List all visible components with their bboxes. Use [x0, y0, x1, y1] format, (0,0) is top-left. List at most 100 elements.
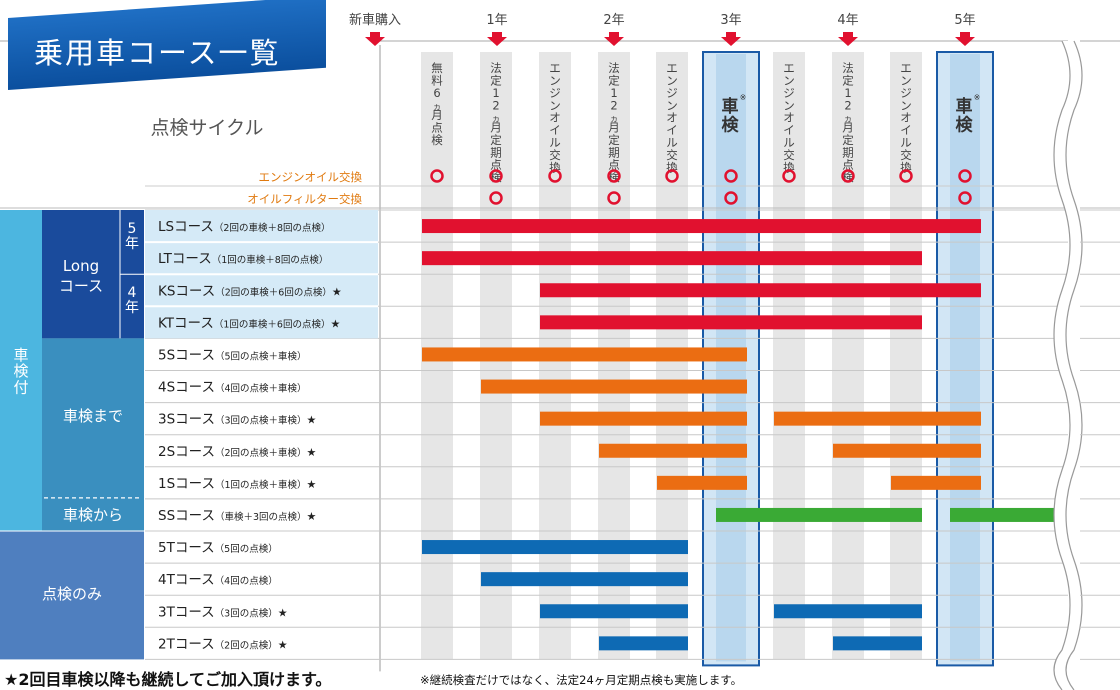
course-label: LSコース（2回の車検＋8回の点検）	[158, 219, 331, 235]
group-label-long-2: コース	[59, 277, 103, 295]
filter-change-mark	[724, 191, 738, 205]
event-label-shaken: 車検	[722, 96, 740, 135]
course-row: KSコース（2回の車検＋6回の点検）★	[158, 283, 981, 299]
course-bar	[716, 507, 922, 522]
svg-text:ル: ル	[783, 136, 795, 150]
timeline-arrow	[487, 32, 507, 46]
svg-text:点: 点	[608, 158, 620, 172]
svg-text:エ: エ	[666, 61, 678, 75]
course-bar	[481, 379, 747, 394]
svg-text:期: 期	[608, 145, 620, 159]
course-label: 2Sコース（2回の点検＋車検）★	[158, 444, 317, 460]
group-made	[42, 338, 144, 531]
schedule-column	[890, 52, 922, 660]
course-bar	[422, 251, 922, 266]
svg-text:ル: ル	[549, 136, 561, 150]
page-title: 乗用車コース一覧	[34, 36, 281, 70]
course-bar	[540, 604, 688, 619]
event-label-shaken: 車検	[956, 96, 974, 135]
course-row: KTコース（1回の車検＋6回の点検）★	[158, 315, 922, 331]
svg-text:料: 料	[431, 73, 443, 87]
schedule-column	[773, 52, 805, 660]
svg-text:ン: ン	[549, 73, 561, 87]
svg-text:定: 定	[842, 73, 854, 87]
course-label: 1Sコース（1回の点検＋車検）★	[158, 476, 317, 492]
timeline-arrow	[838, 32, 858, 46]
svg-text:月: 月	[608, 120, 620, 134]
svg-text:定: 定	[608, 73, 620, 87]
svg-text:検: 検	[722, 114, 740, 135]
course-label: KSコース（2回の車検＋6回の点検）★	[158, 283, 342, 299]
svg-text:検: 検	[431, 133, 443, 147]
group-label-5years: 5年	[125, 221, 139, 252]
course-bar	[540, 411, 747, 426]
timeline-arrow	[721, 32, 741, 46]
oil-change-mark	[430, 169, 444, 183]
svg-text:年: 年	[125, 300, 139, 316]
svg-text:定: 定	[842, 133, 854, 147]
oil-change-mark	[607, 169, 621, 183]
svg-text:定: 定	[490, 133, 502, 147]
svg-text:オ: オ	[900, 111, 912, 125]
oil-change-mark	[665, 169, 679, 183]
oil-row-label: エンジンオイル交換	[259, 170, 363, 184]
course-bar	[891, 475, 981, 490]
timeline-arrow	[365, 32, 385, 46]
filter-change-mark	[607, 191, 621, 205]
filter-change-mark	[958, 191, 972, 205]
footer-small-note: ※継続検査だけではなく、法定24ヶ月定期点検も実施します。	[420, 673, 743, 687]
svg-text:1: 1	[610, 86, 617, 100]
course-bar	[833, 443, 981, 458]
course-bar	[657, 475, 747, 490]
svg-text:期: 期	[842, 145, 854, 159]
svg-text:オ: オ	[549, 111, 561, 125]
course-bar	[422, 347, 747, 362]
svg-text:オ: オ	[666, 111, 678, 125]
oil-change-mark	[841, 169, 855, 183]
svg-text:1: 1	[492, 86, 499, 100]
timeline-label: 5年	[954, 13, 975, 28]
event-label: エンジンオイル交換	[900, 61, 912, 174]
svg-text:ヵ: ヵ	[844, 115, 853, 125]
svg-text:エ: エ	[900, 61, 912, 75]
svg-text:定: 定	[490, 73, 502, 87]
course-row: 2Tコース（2回の点検）★	[158, 636, 922, 652]
svg-text:2: 2	[610, 98, 617, 112]
svg-text:ル: ル	[900, 136, 912, 150]
break-line-left	[1053, 40, 1071, 690]
course-bar	[481, 572, 688, 587]
course-label: KTコース（1回の車検＋6回の点検）★	[158, 315, 340, 331]
svg-text:点: 点	[490, 158, 502, 172]
svg-text:6: 6	[433, 86, 440, 100]
course-label: 3Tコース（3回の点検）★	[158, 604, 288, 620]
course-label: 4Sコース（4回の点検＋車検）	[158, 380, 307, 396]
svg-text:イ: イ	[666, 123, 678, 137]
svg-text:ン: ン	[783, 73, 795, 87]
svg-text:ジ: ジ	[900, 86, 912, 100]
event-label: エンジンオイル交換	[783, 61, 795, 174]
group-long	[42, 210, 120, 339]
svg-text:付: 付	[13, 378, 28, 396]
event-label: エンジンオイル交換	[549, 61, 561, 174]
course-bar	[540, 315, 922, 330]
svg-text:交: 交	[900, 148, 912, 162]
course-row: 5Tコース（5回の点検）	[158, 540, 688, 556]
oil-change-mark	[899, 169, 913, 183]
svg-text:エ: エ	[783, 61, 795, 75]
svg-text:法: 法	[490, 61, 502, 75]
break-fill	[1054, 41, 1120, 690]
course-row: 1Sコース（1回の点検＋車検）★	[158, 475, 981, 492]
oil-change-mark	[958, 169, 972, 183]
group-label-shaken-tsuki: 車検付	[13, 346, 28, 396]
event-label: エンジンオイル交換	[666, 61, 678, 174]
course-row: 4Tコース（4回の点検）	[158, 572, 688, 588]
oil-change-mark	[724, 169, 738, 183]
course-bar	[599, 636, 688, 651]
timeline-label: 3年	[720, 13, 741, 28]
group-label-tenken-nomi: 点検のみ	[42, 585, 102, 603]
svg-text:ヵ: ヵ	[433, 102, 442, 112]
svg-text:イ: イ	[783, 123, 795, 137]
svg-text:年: 年	[125, 236, 139, 252]
